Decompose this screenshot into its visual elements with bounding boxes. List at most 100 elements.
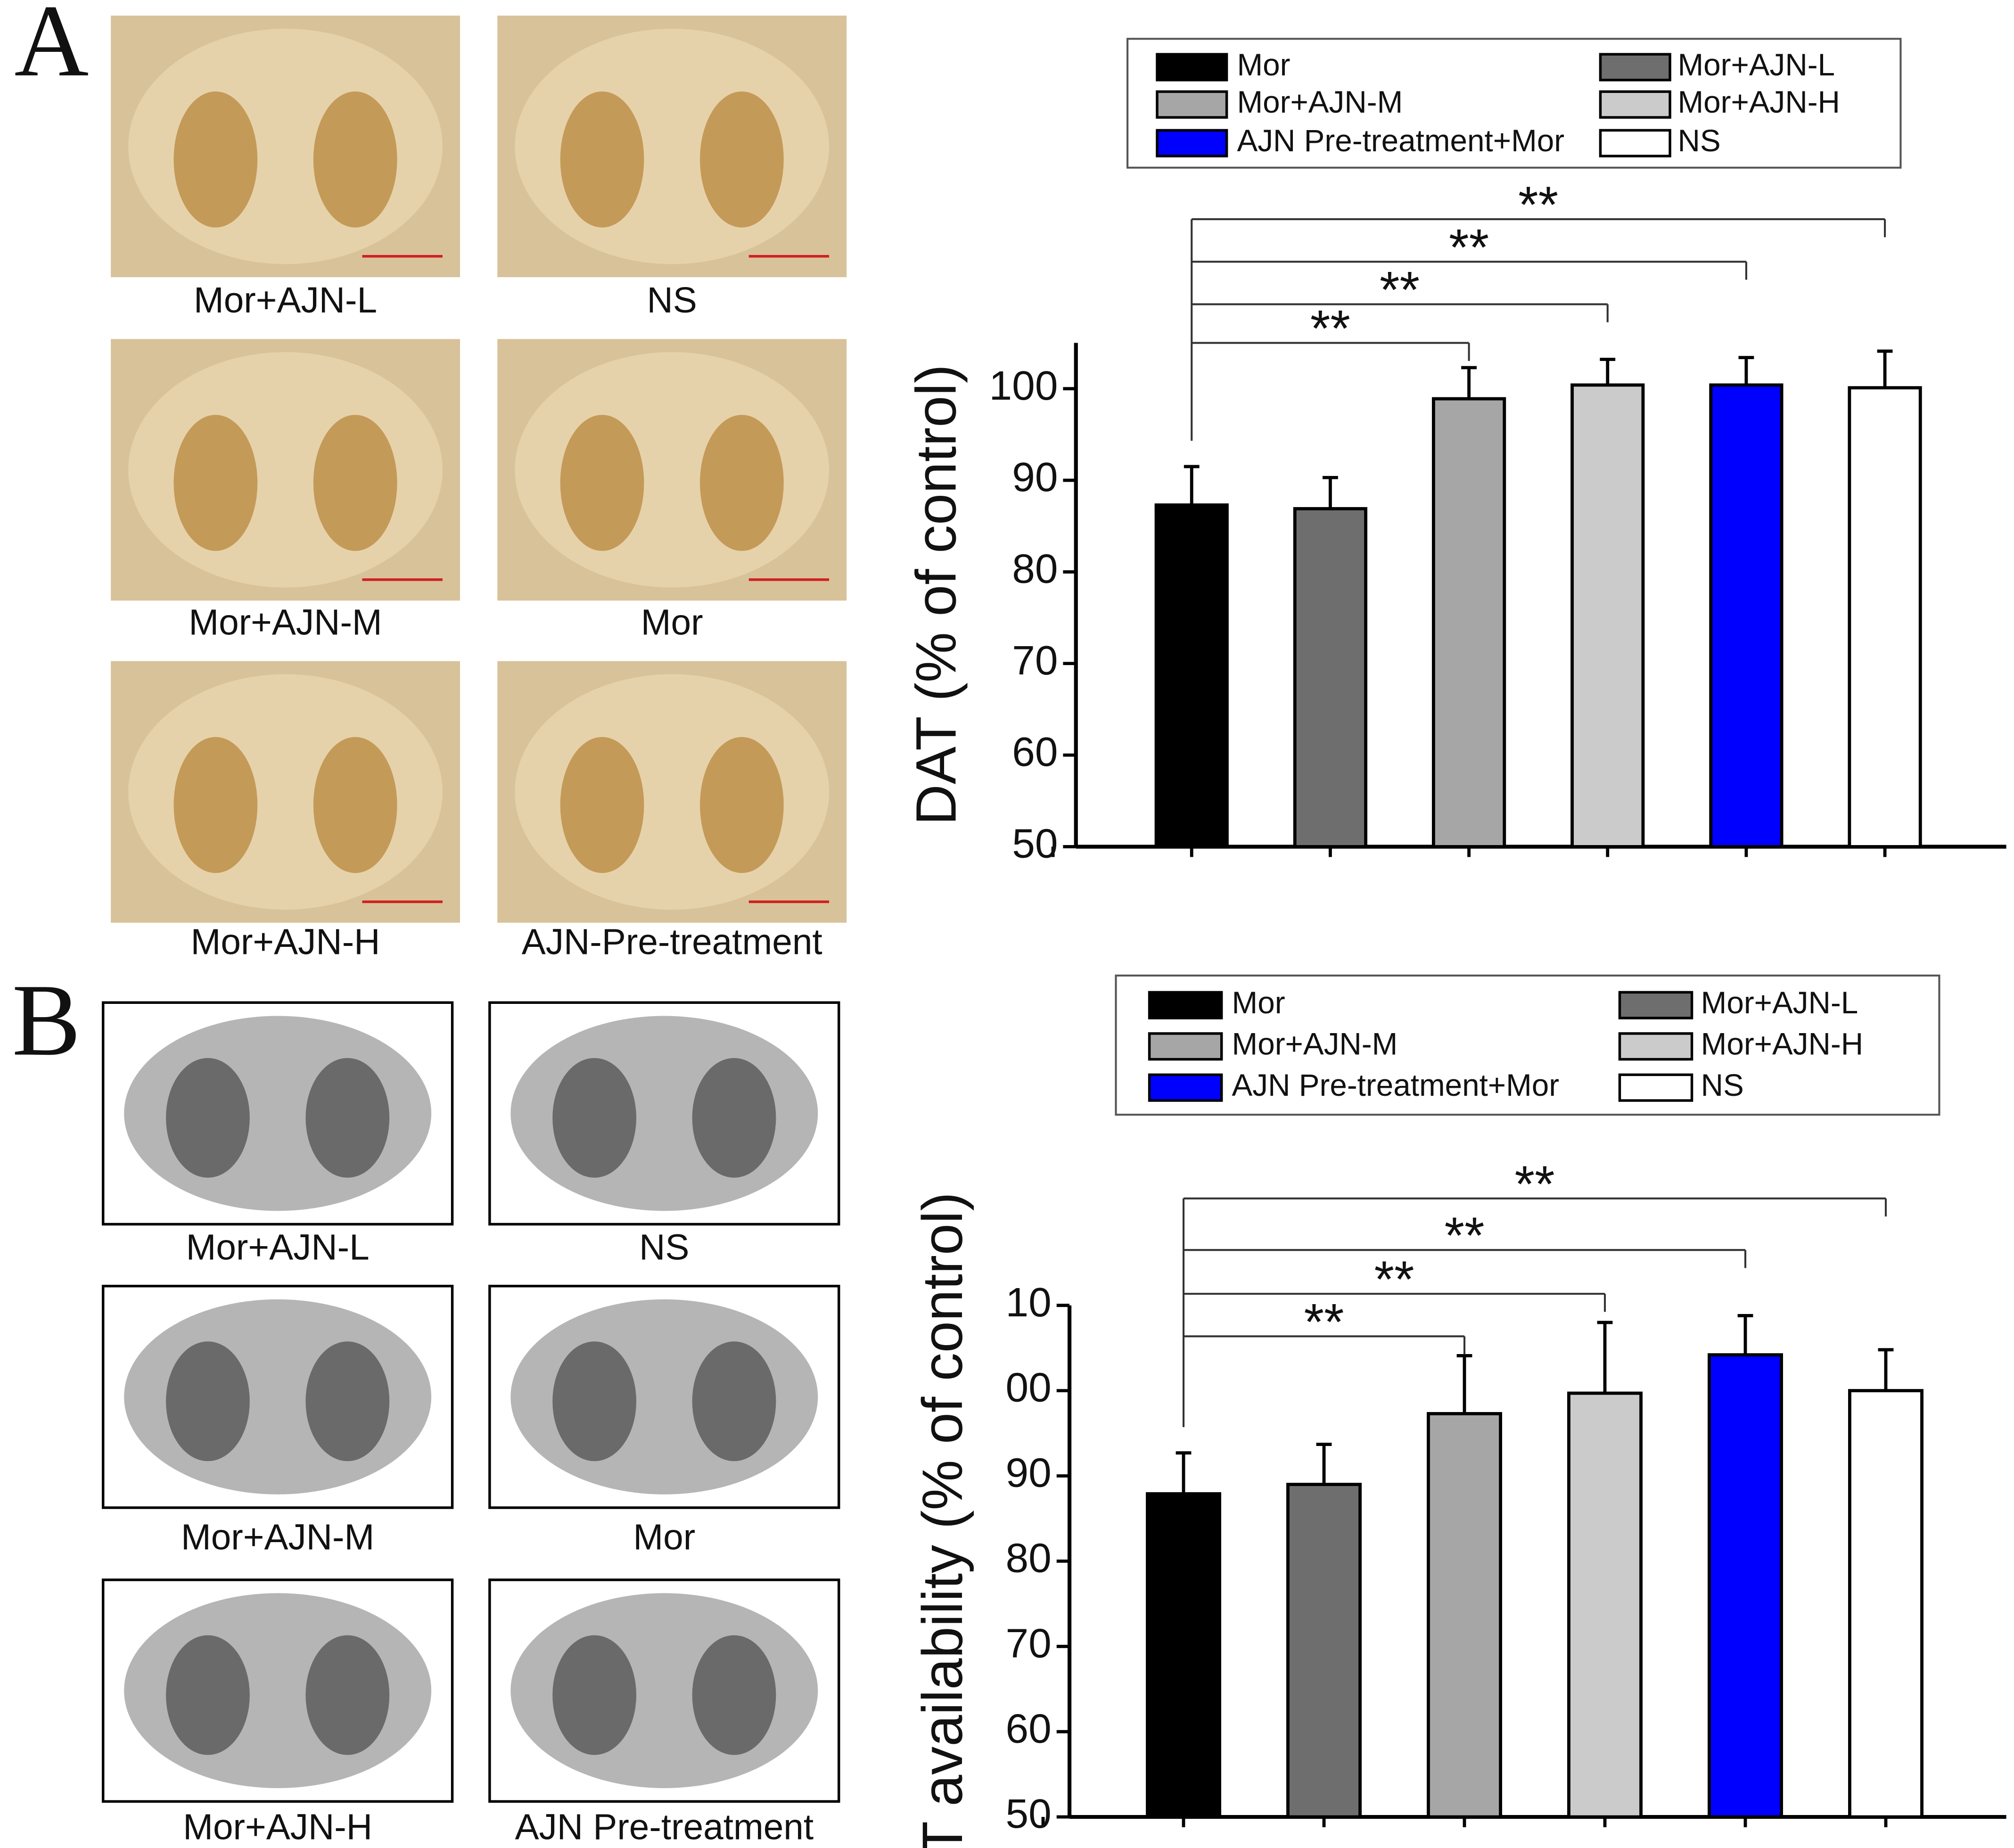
section-image [488,1284,840,1509]
striatum [313,737,397,873]
section-image [101,1001,454,1226]
striatum [699,737,784,873]
y-tick-label: 50 [1006,1791,1052,1837]
striatum [173,737,258,873]
legend-label: Mor+AJN-L [1701,986,1858,1020]
significance-bracket [1184,1249,1747,1268]
error-bar [1461,366,1477,399]
bar [1570,383,1645,848]
legend-box [1126,38,1902,169]
y-tick-label: 80 [1006,1535,1052,1581]
significance-label: ** [1304,1293,1344,1351]
bar [1709,383,1784,848]
significance-bracket [1184,1197,1887,1217]
image-caption: Mor [633,1517,695,1557]
error-bar [1323,476,1338,509]
image-caption: AJN-Pre-treatment [522,922,822,962]
significance-label: ** [1444,1207,1484,1265]
error-bar [1316,1443,1332,1485]
bar [1146,1492,1222,1819]
legend-label: Mor+AJN-L [1677,48,1835,82]
legend-label: Mor+AJN-H [1677,85,1840,119]
significance-bracket [1192,218,1886,238]
striatum [173,415,258,551]
legend-swatch [1156,53,1228,82]
striatum [173,91,258,228]
legend-swatch [1148,1032,1223,1061]
significance-bracket [1184,1335,1466,1355]
striatum [313,91,397,228]
bar [1431,397,1506,848]
error-bar [1456,1354,1472,1414]
legend-box [1115,974,1940,1116]
striatum [560,737,644,873]
image-caption: NS [639,1227,689,1267]
striatum [692,1058,776,1178]
section-image [497,16,847,278]
significance-label: ** [1449,219,1489,276]
striatum [699,415,784,551]
striatum [552,1341,637,1462]
y-tick-label: 100 [989,362,1058,409]
y-tick-label: 90 [1006,1450,1052,1496]
section-image [101,1578,454,1803]
significance-bracket [1184,1293,1606,1312]
section-image [497,661,847,923]
image-caption: NS [647,280,697,320]
image-caption: Mor [641,602,703,642]
error-bar [1877,349,1893,388]
image-caption: Mor+AJN-M [181,1517,374,1557]
legend-swatch [1599,129,1671,157]
legend-swatch [1618,1032,1693,1061]
striatum [166,1058,250,1178]
image-caption: Mor+AJN-L [186,1227,370,1267]
bar [1427,1412,1502,1819]
significance-label: ** [1514,1156,1554,1213]
significance-bracket [1192,261,1747,280]
legend-label: AJN Pre-treatment+Mor [1237,123,1564,158]
significance-bracket [1192,303,1609,322]
error-bar [1737,1314,1753,1355]
y-tick-label: 80 [1012,546,1058,592]
significance-bracket [1192,342,1470,361]
striatum [313,415,397,551]
error-bar [1600,358,1616,385]
bar [1567,1391,1643,1819]
section-image [488,1578,840,1803]
significance-label: ** [1380,262,1420,319]
bar [1293,507,1368,848]
image-caption: Mor+AJN-H [191,922,380,962]
legend-swatch [1148,1073,1223,1102]
y-tick-label: 10 [1006,1279,1052,1325]
section-image [111,339,460,601]
legend-label: Mor+AJN-M [1232,1027,1398,1061]
legend-label: Mor [1232,986,1285,1020]
y-axis-label: DAT availability (% of control) [911,1192,974,1848]
y-tick-label: 90 [1012,454,1058,500]
y-tick-label: 60 [1006,1705,1052,1751]
striatum [699,91,784,228]
y-tick-label: 50 [1012,821,1058,867]
panel-letter: B [12,963,81,1077]
bar [1848,386,1922,848]
striatum [305,1341,390,1462]
legend-swatch [1618,1073,1693,1102]
striatum [692,1341,776,1462]
legend-label: Mor+AJN-M [1237,85,1403,119]
striatum [560,415,644,551]
legend-swatch [1156,90,1228,119]
bar [1708,1353,1783,1819]
image-caption: AJN Pre-treatment [515,1807,814,1848]
image-caption: Mor+AJN-H [183,1807,372,1848]
striatum [552,1058,637,1178]
section-image [497,339,847,601]
legend-label: AJN Pre-treatment+Mor [1232,1068,1560,1102]
y-axis-label: DAT (% of control) [904,364,968,825]
legend-swatch [1599,90,1671,119]
significance-label: ** [1374,1251,1414,1308]
legend-label: Mor [1237,48,1290,82]
legend-label: Mor+AJN-H [1701,1027,1863,1061]
error-bar [1878,1348,1894,1391]
legend-swatch [1618,991,1693,1019]
legend-label: NS [1701,1068,1744,1102]
